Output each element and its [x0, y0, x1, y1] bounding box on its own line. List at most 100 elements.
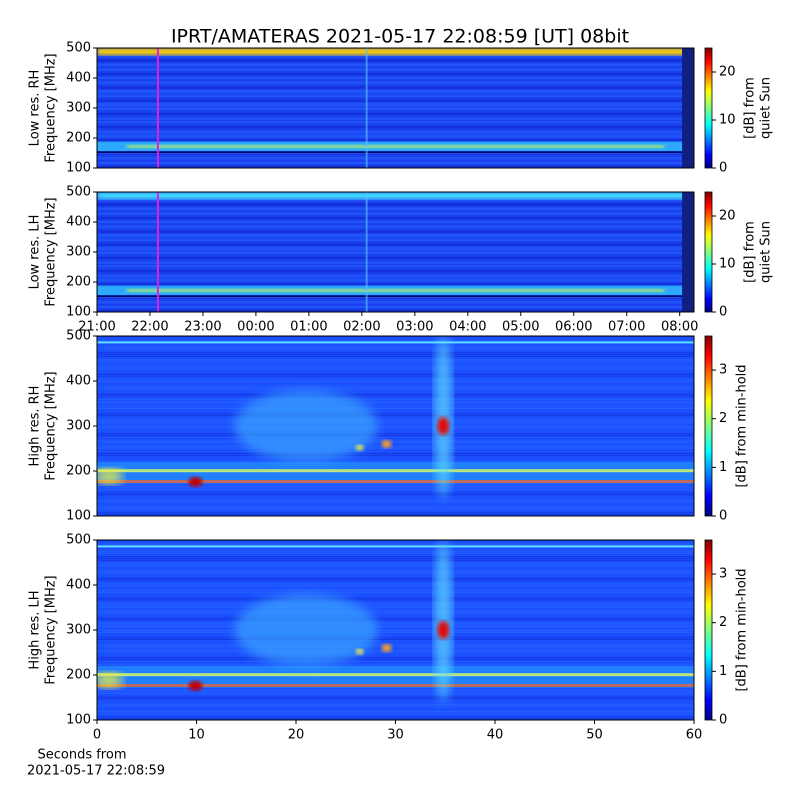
y-axis-label: Frequency [MHz] — [44, 575, 59, 684]
texture — [97, 87, 694, 89]
texture — [97, 583, 694, 585]
colorbar-tick-label: 3 — [719, 567, 727, 582]
texture — [97, 274, 694, 276]
texture — [97, 559, 694, 561]
texture — [97, 361, 694, 363]
texture — [97, 646, 694, 648]
texture — [97, 280, 694, 282]
colorbar-tick-label: 20 — [719, 65, 736, 80]
texture — [97, 712, 694, 714]
texture — [97, 590, 694, 592]
texture — [97, 162, 694, 163]
texture — [97, 393, 694, 395]
texture — [97, 512, 694, 514]
x-tick-label: 05:00 — [502, 320, 539, 335]
burst — [437, 417, 450, 435]
texture — [97, 244, 694, 246]
band — [97, 48, 694, 56]
burst — [437, 621, 450, 639]
x-tick-label: 0 — [93, 728, 101, 743]
texture — [97, 78, 694, 79]
texture — [97, 359, 694, 361]
texture — [97, 278, 694, 280]
texture — [97, 248, 694, 250]
texture — [97, 301, 694, 303]
y-axis-label: Low res. RH — [28, 70, 43, 147]
texture — [97, 92, 694, 94]
texture — [97, 58, 694, 60]
texture — [97, 381, 694, 382]
texture — [97, 552, 694, 554]
x-tick-label: 06:00 — [555, 320, 592, 335]
band — [97, 684, 694, 687]
texture — [97, 130, 694, 132]
colorbar-label: quiet Sun — [759, 77, 774, 139]
y-axis-label: High res. LH — [28, 590, 43, 669]
x-tick-label: 50 — [586, 728, 603, 743]
y-axis-label: Frequency [MHz] — [44, 197, 59, 306]
texture — [97, 213, 694, 215]
y-axis-label: Low res. LH — [28, 215, 43, 290]
texture — [97, 442, 694, 444]
texture — [97, 637, 694, 639]
colorbar-label: quiet Sun — [759, 221, 774, 283]
texture — [97, 501, 694, 503]
texture — [97, 418, 694, 420]
burst — [97, 672, 123, 689]
edge — [682, 48, 694, 168]
band — [97, 469, 694, 473]
texture — [97, 427, 694, 429]
texture — [97, 368, 694, 370]
texture — [97, 597, 694, 599]
texture — [97, 234, 694, 235]
texture — [97, 240, 694, 241]
y-tick-label: 500 — [66, 185, 91, 200]
texture — [97, 339, 694, 341]
texture — [97, 492, 694, 494]
x-tick-label: 02:00 — [343, 320, 380, 335]
texture — [97, 415, 694, 417]
streak — [365, 48, 368, 168]
texture — [97, 445, 694, 447]
band — [97, 545, 694, 548]
texture — [97, 134, 694, 136]
texture — [97, 612, 694, 613]
texture — [97, 550, 694, 552]
texture — [97, 420, 694, 422]
texture — [97, 63, 694, 65]
texture — [97, 599, 694, 601]
texture — [97, 256, 694, 258]
band — [97, 151, 694, 154]
texture — [97, 157, 694, 159]
texture — [97, 266, 694, 268]
texture — [97, 579, 694, 581]
texture — [97, 86, 694, 88]
texture — [97, 352, 694, 354]
edge — [682, 192, 694, 312]
texture — [97, 68, 694, 70]
texture — [97, 631, 694, 633]
colorbar — [704, 191, 713, 313]
texture — [97, 212, 694, 214]
x-tick-label: 04:00 — [449, 320, 486, 335]
texture — [97, 165, 694, 167]
texture — [97, 558, 694, 559]
texture — [97, 489, 694, 490]
texture — [97, 716, 694, 718]
texture — [97, 565, 694, 567]
texture — [97, 306, 694, 307]
burst — [381, 440, 392, 448]
band — [97, 480, 694, 483]
band — [126, 289, 665, 293]
texture — [97, 617, 694, 619]
band — [126, 145, 665, 149]
texture — [97, 487, 694, 489]
texture — [97, 100, 694, 102]
spectrogram-image — [97, 192, 694, 312]
texture — [97, 460, 694, 462]
texture — [97, 231, 694, 233]
texture — [97, 207, 694, 209]
texture — [97, 440, 694, 442]
texture — [97, 705, 694, 707]
y-tick-label: 500 — [66, 329, 91, 344]
